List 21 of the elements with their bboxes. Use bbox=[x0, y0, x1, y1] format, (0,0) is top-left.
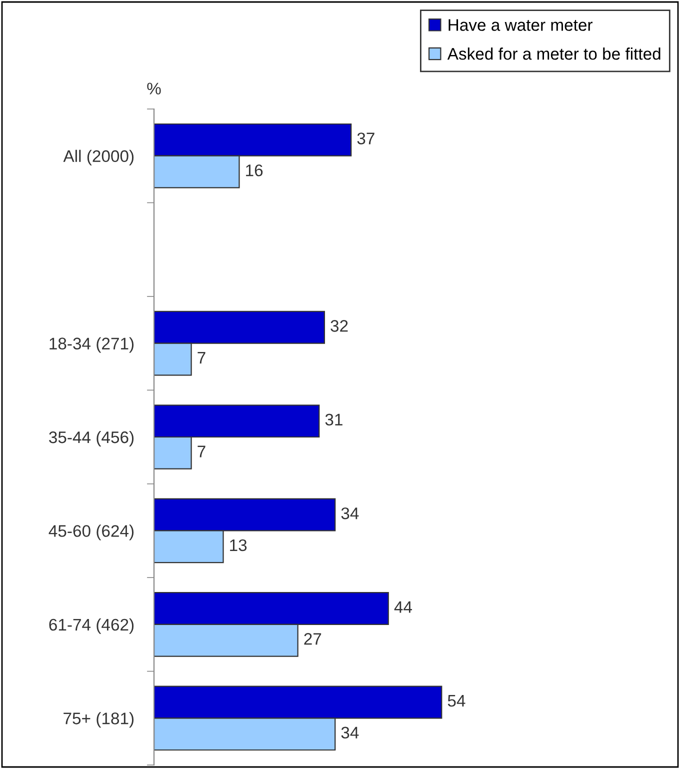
y-tick-label: 75+ (181) bbox=[64, 712, 134, 728]
legend-label: Have a water meter bbox=[448, 19, 592, 31]
data-label: 7 bbox=[198, 446, 206, 458]
y-tick-label: 18-34 (271) bbox=[50, 337, 134, 353]
y-tick-label: 45-60 (624) bbox=[48, 524, 134, 540]
y-tick-label: All (2000) bbox=[63, 150, 134, 166]
data-label: 7 bbox=[198, 352, 206, 364]
text: % bbox=[147, 82, 161, 94]
data-label: 37 bbox=[357, 132, 374, 144]
data-label: 32 bbox=[330, 320, 348, 332]
data-label: 13 bbox=[230, 539, 247, 552]
y-tick-label: 61-74 (462) bbox=[49, 618, 134, 634]
data-label: 31 bbox=[325, 414, 342, 426]
data-label: 34 bbox=[341, 507, 359, 520]
data-label: 16 bbox=[246, 164, 263, 176]
data-label: 44 bbox=[394, 601, 412, 613]
data-label: 27 bbox=[304, 633, 322, 645]
legend-label: Asked for a meter to be fitted bbox=[447, 48, 660, 60]
data-label: 34 bbox=[341, 726, 359, 739]
y-tick-label: 35-44 (456) bbox=[49, 430, 134, 446]
data-label: 54 bbox=[448, 695, 466, 707]
